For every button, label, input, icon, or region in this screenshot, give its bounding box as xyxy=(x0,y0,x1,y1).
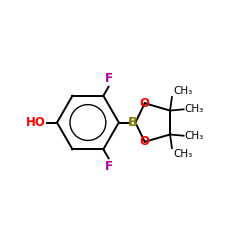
Text: F: F xyxy=(104,160,112,173)
Text: CH₃: CH₃ xyxy=(185,104,204,114)
Text: CH₃: CH₃ xyxy=(173,149,193,159)
Text: F: F xyxy=(104,72,112,85)
Text: O: O xyxy=(140,97,150,110)
Text: CH₃: CH₃ xyxy=(173,86,193,96)
Text: O: O xyxy=(140,135,150,148)
Text: HO: HO xyxy=(26,116,46,129)
Text: B: B xyxy=(127,116,138,129)
Text: CH₃: CH₃ xyxy=(185,131,204,141)
